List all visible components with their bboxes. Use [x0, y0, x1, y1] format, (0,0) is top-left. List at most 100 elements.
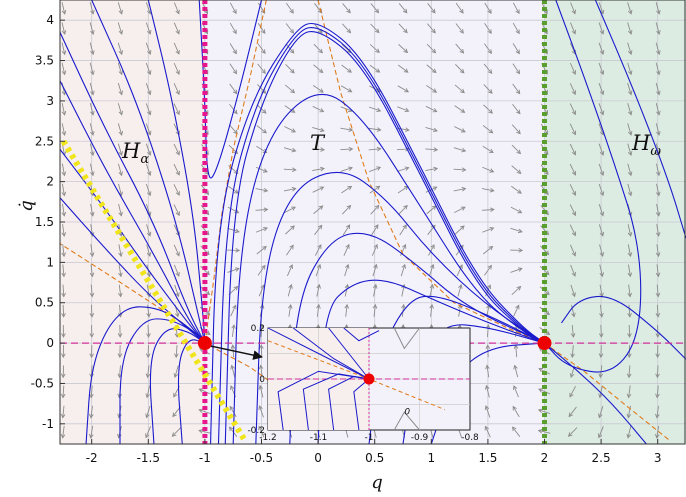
vector-head-302 [432, 108, 438, 113]
vector-431 [598, 163, 604, 176]
vector-head-285 [402, 8, 408, 14]
vector-head-323 [460, 128, 466, 133]
vector-135 [231, 365, 236, 378]
vector-head-96 [175, 271, 180, 277]
vector-260 [369, 64, 380, 73]
vector-173 [257, 43, 266, 54]
vector-414 [569, 62, 576, 75]
vector-head-134 [230, 385, 235, 391]
vector-head-89 [172, 412, 177, 418]
vector-472 [656, 224, 660, 237]
vector-71 [147, 324, 150, 337]
vector-353 [512, 406, 520, 418]
vector-106 [173, 62, 180, 75]
vector-238 [341, 64, 352, 73]
y-tick-label-5: 1.5 [35, 215, 54, 229]
vector-head-137 [231, 324, 236, 329]
vector-9 [62, 244, 65, 257]
vector-206 [315, 264, 321, 277]
vector-head-457 [627, 90, 633, 96]
vector-head-429 [599, 211, 605, 217]
vector-head-193 [290, 88, 296, 94]
vector-head-62 [118, 70, 123, 76]
vector-head-462 [654, 433, 660, 439]
vector-head-135 [230, 364, 235, 370]
vector-371 [512, 43, 520, 54]
vector-head-112 [198, 388, 204, 393]
vector-head-463 [655, 413, 660, 419]
vector-head-377 [538, 368, 544, 373]
vector-head-361 [518, 248, 524, 253]
vector-183 [287, 284, 292, 297]
vector-416 [570, 22, 576, 34]
vector-24 [90, 385, 93, 398]
vector-437 [598, 42, 604, 55]
vector-204 [316, 304, 320, 317]
vector-301 [425, 127, 438, 132]
vector-342 [481, 188, 494, 192]
vector-261 [369, 44, 380, 53]
vector-215 [312, 85, 324, 93]
vector-300 [425, 148, 438, 151]
vector-head-352 [512, 426, 517, 432]
vector-head-326 [459, 68, 465, 74]
vector-head-192 [290, 108, 296, 113]
vector-208 [314, 225, 323, 236]
vector-head-229 [345, 243, 350, 249]
vector-359 [511, 286, 521, 296]
vector-head-305 [431, 48, 437, 54]
vector-295 [428, 244, 435, 256]
vector-249 [373, 284, 377, 297]
vector-13 [61, 163, 65, 176]
vector-head-249 [372, 283, 378, 289]
vector-head-3 [60, 373, 66, 379]
vector-78 [145, 183, 151, 196]
vector-0 [62, 425, 65, 438]
vector-head-359 [516, 285, 522, 291]
vector-8 [62, 264, 65, 277]
vector-405 [569, 244, 576, 256]
vector-head-456 [627, 110, 633, 116]
vector-348 [483, 63, 493, 74]
vector-head-448 [627, 272, 633, 278]
vector-235 [340, 127, 353, 131]
trajectory-23 [561, 295, 686, 360]
vector-head-15 [61, 131, 67, 136]
inset-vector-1 [393, 411, 420, 430]
vector-head-453 [627, 171, 633, 177]
vector-head-197 [289, 8, 294, 14]
vector-head-1 [60, 413, 66, 419]
vector-head-283 [403, 48, 409, 54]
vector-28 [90, 304, 93, 317]
vector-head-483 [656, 9, 661, 15]
vector-184 [286, 264, 293, 277]
vector-372 [512, 22, 520, 34]
vector-410 [569, 143, 576, 155]
vector-358 [513, 305, 520, 317]
vector-head-124 [204, 150, 209, 156]
vector-351 [484, 2, 492, 14]
vector-363 [510, 206, 522, 214]
trajectory-1 [60, 80, 206, 344]
vector-448 [628, 264, 631, 277]
vector-11 [62, 203, 65, 216]
region-labels: Hα T Hω [121, 131, 661, 167]
vector-head-237 [347, 88, 353, 93]
vector-head-16 [61, 110, 67, 116]
y-tick-label-1: -0.5 [31, 376, 54, 390]
vector-head-45 [117, 413, 122, 419]
vector-head-452 [627, 191, 633, 197]
vector-462 [656, 425, 660, 438]
vector-head-260 [375, 68, 381, 73]
vector-475 [655, 163, 660, 176]
vector-89 [172, 406, 181, 417]
vector-192 [284, 105, 296, 113]
vector-head-211 [320, 166, 325, 172]
vector-140 [227, 268, 240, 273]
vector-316 [456, 264, 463, 277]
vector-head-300 [433, 147, 439, 152]
vector-head-270 [401, 303, 406, 309]
vector-452 [627, 183, 632, 196]
vector-head-381 [545, 290, 550, 296]
vector-head-366 [516, 149, 522, 155]
